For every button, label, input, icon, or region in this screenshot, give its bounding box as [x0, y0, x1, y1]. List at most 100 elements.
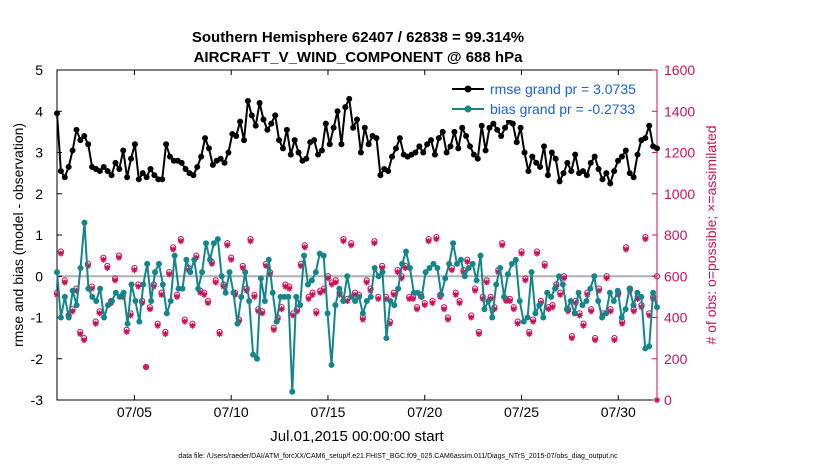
obs-assimilated-point: [96, 310, 103, 317]
rmse-series: [54, 95, 660, 187]
obs-assimilated-point: [541, 262, 548, 269]
rmse-point: [416, 143, 423, 150]
rmse-point: [334, 108, 341, 115]
data-file-footnote: data file: /Users/raeder/DAI/ATM_forcXX/…: [178, 453, 618, 460]
rmse-point: [291, 137, 298, 144]
bias-point: [65, 314, 72, 321]
obs-assimilated-point: [228, 256, 235, 263]
rmse-point: [77, 137, 84, 144]
bias-point: [148, 298, 155, 304]
left-y-tick-label: 1: [35, 227, 43, 243]
rmse-point: [626, 170, 633, 177]
bias-point: [344, 273, 351, 280]
asterisk-stroke: [414, 306, 420, 312]
left-y-tick-label: 4: [35, 103, 43, 119]
rmse-point: [377, 172, 384, 179]
rmse-point: [482, 147, 489, 154]
asterisk-stroke: [298, 263, 304, 269]
obs-assimilated-point: [301, 244, 308, 251]
rmse-point: [544, 172, 551, 179]
right-y-axis: 0 200 400 600 800 1000 1200 1400 1600: [652, 62, 695, 408]
asterisk-stroke: [534, 251, 540, 257]
obs-assimilated-point: [425, 238, 432, 245]
rmse-point: [248, 112, 255, 119]
rmse-point: [65, 163, 72, 170]
bias-point: [230, 289, 237, 296]
asterisk-stroke: [182, 319, 188, 325]
obs-assimilated-point: [131, 267, 138, 274]
rmse-point: [392, 145, 399, 152]
asterisk-stroke: [379, 265, 385, 271]
rmse-point: [151, 172, 158, 179]
bias-point: [375, 273, 382, 280]
bias-point: [520, 318, 527, 325]
asterisk-stroke: [112, 277, 118, 283]
bias-point: [371, 265, 378, 271]
asterisk-stroke: [224, 242, 230, 248]
obs-assimilated-point: [189, 322, 196, 329]
rmse-point: [603, 170, 610, 177]
obs-assimilated-point: [603, 275, 610, 282]
bias-point: [179, 285, 186, 292]
asterisk-stroke: [178, 238, 184, 244]
rmse-point: [490, 120, 497, 127]
rmse-point: [279, 145, 286, 152]
rmse-point: [73, 126, 80, 133]
x-tick-label: 07/05: [117, 404, 152, 420]
asterisk-stroke: [213, 279, 219, 285]
bias-point: [599, 314, 606, 321]
asterisk-stroke: [317, 290, 323, 296]
rmse-point: [513, 139, 520, 146]
obs-assimilated-point: [143, 364, 150, 370]
rmse-point: [365, 141, 372, 148]
bias-point: [473, 277, 480, 284]
obs-assimilated-point: [444, 316, 451, 323]
obs-assimilated-point: [588, 308, 595, 315]
rmse-point: [256, 100, 263, 106]
asterisk-stroke: [580, 323, 587, 329]
bias-point: [454, 260, 460, 267]
asterisk-stroke: [58, 251, 64, 257]
rmse-point: [470, 151, 477, 158]
bias-point: [320, 252, 327, 259]
obs-assimilated-point: [174, 293, 180, 300]
bias-point: [461, 273, 468, 280]
rmse-point: [486, 124, 493, 131]
bias-point: [457, 256, 464, 263]
obs-assimilated-point: [522, 277, 529, 284]
asterisk-stroke: [484, 279, 490, 285]
obs-assimilated-point: [611, 337, 618, 344]
rmse-point: [607, 180, 614, 187]
asterisk-stroke: [81, 337, 87, 343]
obs-assimilated-point: [201, 291, 208, 298]
obs-assimilated-point: [286, 285, 293, 292]
asterisk-stroke: [464, 259, 470, 265]
rmse-point: [517, 124, 524, 131]
left-y-tick-label: 0: [35, 268, 43, 284]
obs-assimilated-point: [340, 238, 347, 245]
asterisk-stroke: [588, 308, 594, 314]
bias-point: [583, 298, 590, 304]
asterisk-stroke: [306, 296, 312, 302]
obs-assimilated-point: [154, 322, 161, 329]
bias-point: [379, 269, 386, 276]
rmse-point: [552, 155, 559, 162]
bias-point: [418, 293, 425, 300]
asterisk-stroke: [522, 277, 528, 283]
rmse-point: [357, 149, 364, 156]
bias-point: [403, 248, 410, 255]
bias-point: [579, 302, 586, 309]
obs-assimilated-point: [406, 295, 413, 302]
asterisk-stroke: [592, 337, 598, 343]
asterisk-stroke: [348, 242, 354, 248]
obs-assimilated-point: [534, 250, 540, 257]
right-y-tick-label: 0: [664, 392, 672, 408]
asterisk-stroke: [561, 275, 567, 281]
asterisk-stroke: [391, 292, 397, 298]
asterisk-stroke: [577, 312, 583, 318]
asterisk-stroke: [472, 288, 478, 294]
x-tick-label: 07/20: [407, 404, 442, 420]
rmse-point: [502, 124, 509, 131]
bias-point: [89, 293, 96, 300]
asterisk-stroke: [278, 306, 285, 312]
